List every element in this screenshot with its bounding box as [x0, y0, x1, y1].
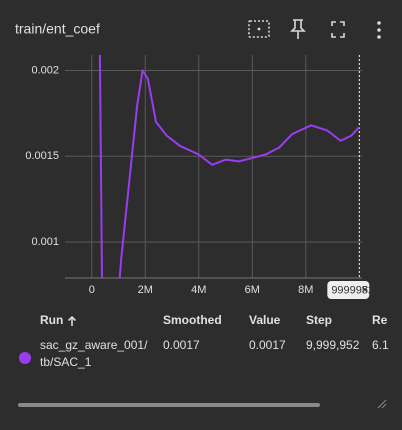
cursor-label: 9999952: [331, 284, 374, 296]
plot: [98, 55, 361, 278]
y-tick-label: 0.002: [31, 64, 59, 76]
x-tick-label: 2M: [138, 284, 153, 296]
x-tick-label: 4M: [191, 284, 206, 296]
scrollbar[interactable]: [18, 403, 320, 407]
run-name: sac_gz_aware_001/: [40, 338, 148, 352]
raw-value: 0.0017: [249, 338, 286, 352]
header-value[interactable]: Value: [249, 313, 281, 327]
y-tick-label: 0.0015: [25, 150, 59, 162]
card-title: train/ent_coef: [15, 21, 100, 37]
grid: [65, 55, 362, 279]
x-tick-label: 8M: [298, 284, 313, 296]
smoothed-value: 0.0017: [163, 338, 200, 352]
run-color: [19, 352, 31, 364]
header-relative[interactable]: Re: [372, 313, 388, 327]
step-value: 9,999,952: [306, 338, 360, 352]
cursor-label-box: [327, 281, 370, 299]
fullscreen-icon[interactable]: [331, 21, 345, 38]
run-name: tb/SAC_1: [40, 355, 92, 369]
header-smoothed[interactable]: Smoothed: [163, 313, 222, 327]
cursor-close: [361, 286, 368, 293]
resize-grip[interactable]: [377, 399, 387, 409]
axis-labels: 0.001 0.0015 0.002 0 2M 4M 6M 8M 9999952: [25, 64, 374, 299]
sort-arrow: [67, 315, 77, 326]
menu-icon[interactable]: [377, 21, 381, 39]
series-line: [98, 55, 361, 278]
header-step[interactable]: Step: [306, 313, 332, 327]
pin-icon[interactable]: [290, 19, 306, 39]
fit-icon[interactable]: [248, 20, 270, 38]
relative-value: 6.1: [372, 338, 389, 352]
table-header: Run Smoothed Value Step Re: [40, 313, 388, 327]
x-tick-label: 0: [89, 284, 95, 296]
y-tick-label: 0.001: [31, 236, 59, 248]
x-tick-label: 6M: [245, 284, 260, 296]
table-row: sac_gz_aware_001/ tb/SAC_1 0.0017 0.0017…: [19, 338, 389, 369]
header-run[interactable]: Run: [40, 313, 63, 327]
